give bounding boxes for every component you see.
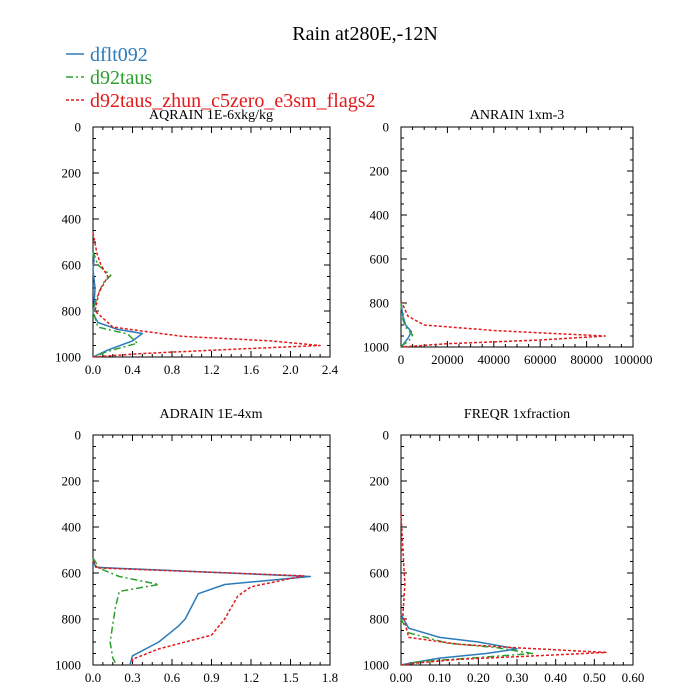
x-tick-label: 0.50: [583, 670, 606, 685]
panel-aqrain: AQRAIN 1E-6xkg/kg 0.0 0.4 0.8 1.2 1.6 2.0 2.4 0…: [55, 108, 339, 377]
x-tick-label: 0.8: [164, 362, 180, 377]
series-line-d92taus: [400, 618, 534, 666]
y-tick-label: 200: [370, 164, 390, 179]
x-tick-label: 1.2: [243, 670, 259, 685]
x-tick-label: 40000: [478, 352, 511, 367]
y-tick-label: 0: [75, 428, 82, 443]
x-tick-label: 1.8: [322, 670, 338, 685]
y-tick-label: 800: [62, 612, 82, 627]
x-tick-label: 100000: [614, 352, 653, 367]
x-tick-label: 0.40: [544, 670, 567, 685]
y-tick-label: 200: [62, 166, 82, 181]
y-tick-label: 800: [370, 296, 390, 311]
y-tick-label: 400: [62, 520, 82, 535]
x-tick-label: 1.6: [243, 362, 260, 377]
series-line-d92taus_zhun_c5zero_e3sm_flags2: [400, 300, 606, 348]
x-tick-label: 1.2: [203, 362, 219, 377]
y-tick-label: 600: [62, 566, 82, 581]
series-line-d92taus: [92, 250, 139, 358]
y-tick-label: 400: [370, 208, 390, 223]
x-tick-label: 0.3: [124, 670, 140, 685]
x-tick-label: 0.30: [506, 670, 529, 685]
panel-title: ANRAIN 1xm-3: [470, 108, 565, 123]
legend-label-dflt092: dflt092: [90, 44, 148, 66]
y-tick-label: 800: [370, 612, 390, 627]
panel-title: ADRAIN 1E-4xm: [159, 407, 262, 422]
x-tick-label: 0.10: [428, 670, 451, 685]
x-tick-label: 0.60: [622, 670, 645, 685]
y-tick-label: 600: [62, 258, 82, 273]
panel-adrain: ADRAIN 1E-4xm 0.0 0.3 0.6 0.9 1.2 1.5 1.8 0 200 4…: [55, 407, 338, 685]
series-line-d92taus: [400, 302, 414, 348]
y-tick-label: 1000: [55, 350, 81, 365]
legend: dflt092 d92taus d92taus_zhun_c5zero_e3sm…: [66, 44, 375, 112]
x-tick-label: 0.6: [164, 670, 181, 685]
series-line-d92taus_zhun_c5zero_e3sm_flags2: [400, 513, 607, 666]
series-line-dflt092: [400, 614, 518, 666]
plot-frame: [92, 434, 331, 666]
x-tick-label: 0.00: [390, 670, 413, 685]
figure-title: Rain at280E,-12N: [292, 23, 438, 45]
panel-freqr: FREQR 1xfraction 0.00 0.10 0.20 0.30 0.40 0.5…: [363, 407, 644, 685]
x-tick-label: 0.0: [85, 670, 101, 685]
x-tick-label: 2.4: [322, 362, 339, 377]
series-line-d92taus_zhun_c5zero_e3sm_flags2: [92, 560, 305, 665]
y-tick-label: 400: [370, 520, 390, 535]
y-tick-label: 800: [62, 304, 82, 319]
series-line-d92taus_zhun_c5zero_e3sm_flags2: [92, 232, 321, 358]
panel-title: FREQR 1xfraction: [464, 407, 570, 422]
y-tick-label: 0: [75, 120, 82, 135]
y-tick-label: 200: [62, 474, 82, 489]
legend-label-d92taus: d92taus: [90, 67, 152, 89]
y-tick-label: 600: [370, 566, 390, 581]
x-tick-label: 0.0: [85, 362, 101, 377]
plot-frame: [400, 126, 634, 348]
y-tick-label: 400: [62, 212, 82, 227]
y-tick-label: 600: [370, 252, 390, 267]
y-tick-label: 1000: [363, 658, 389, 673]
y-tick-label: 1000: [363, 340, 389, 355]
x-tick-label: 20000: [431, 352, 464, 367]
series-line-dflt092: [92, 558, 312, 666]
x-tick-label: 0.4: [124, 362, 141, 377]
panel-title: AQRAIN 1E-6xkg/kg: [149, 108, 273, 123]
y-tick-label: 1000: [55, 658, 81, 673]
plot-frame: [400, 434, 634, 666]
x-tick-label: 0.9: [203, 670, 219, 685]
series-line-d92taus: [92, 557, 160, 666]
y-tick-label: 200: [370, 474, 390, 489]
x-tick-label: 0.20: [467, 670, 490, 685]
panel-anrain: ANRAIN 1xm-3 0 20000 40000 60000 80000 100000…: [363, 108, 653, 367]
x-tick-label: 1.5: [282, 670, 298, 685]
x-tick-label: 0: [398, 352, 405, 367]
legend-label-flags2: d92taus_zhun_c5zero_e3sm_flags2: [90, 90, 375, 112]
x-tick-label: 60000: [524, 352, 557, 367]
plot-frame: [92, 126, 331, 358]
x-tick-label: 2.0: [282, 362, 298, 377]
x-tick-label: 80000: [570, 352, 603, 367]
y-tick-label: 0: [383, 120, 390, 135]
y-tick-label: 0: [383, 428, 390, 443]
